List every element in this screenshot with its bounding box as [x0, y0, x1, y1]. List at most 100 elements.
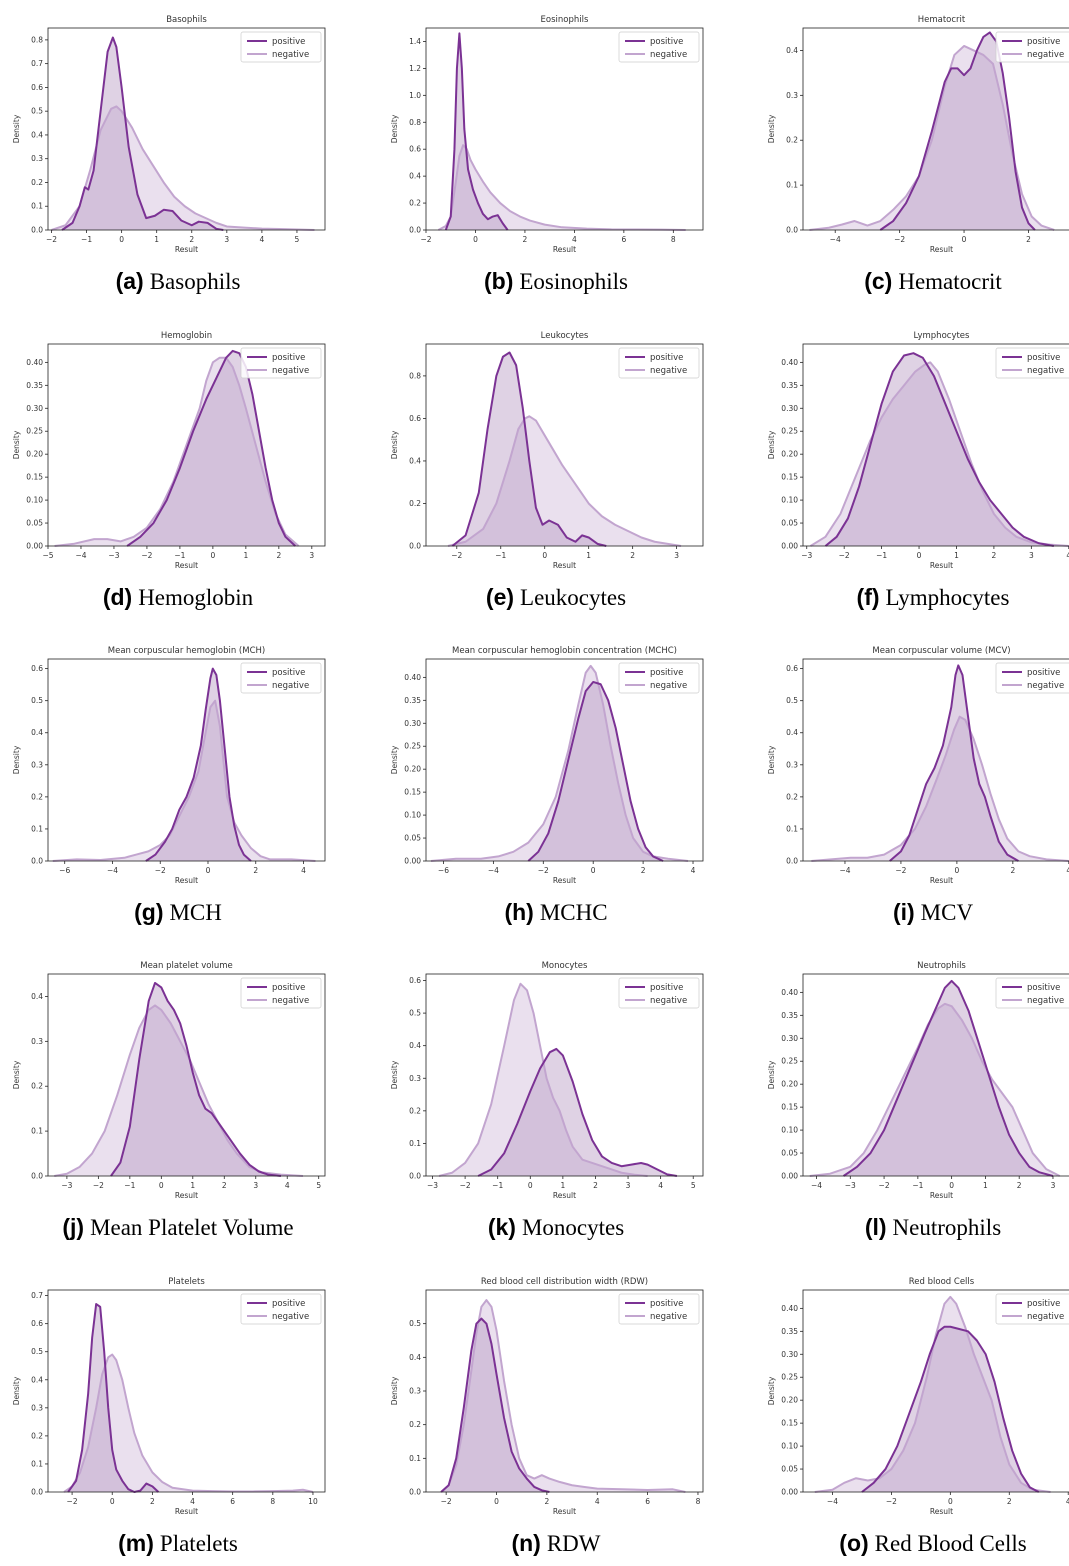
legend-label-negative: negative	[1027, 996, 1064, 1006]
y-tick-label: 0.0	[786, 857, 798, 866]
caption-name: Hemoglobin	[138, 585, 254, 610]
density-chart: Red blood Cells −4 −2 0 2 4 0.00 0.05 0.10 0.15 0.…	[767, 1277, 1069, 1516]
caption-name: Red Blood Cells	[874, 1531, 1027, 1556]
y-tick-label: 0.1	[31, 824, 43, 833]
y-tick-label: 1.2	[409, 64, 421, 73]
x-tick-label: −2	[441, 1497, 452, 1506]
x-tick-label: 1	[586, 551, 591, 560]
caption-name: Eosinophils	[519, 269, 628, 294]
x-tick-label: 2	[1017, 1181, 1022, 1190]
density-area-negative	[811, 716, 1069, 861]
density-line-positive	[126, 349, 297, 547]
density-area-negative	[814, 1296, 1051, 1492]
legend: positive negative	[995, 1293, 1069, 1325]
y-tick-label: 0.3	[31, 760, 43, 769]
chart-panel: Lymphocytes −3 −2 −1 0 1 2 3 4 0.00 0.05 0.10 0.15 0.…	[763, 320, 1069, 620]
y-axis-label: Density	[390, 1060, 399, 1089]
legend-label-negative: negative	[650, 366, 687, 376]
density-chart: Monocytes −3 −2 −1 0 1 2 3 4 5 0.0 0.1 0.2 0.3 0.4 0.5 0…	[390, 961, 704, 1200]
x-tick-label: 1	[560, 1181, 565, 1190]
axes-frame	[802, 1289, 1069, 1493]
y-tick-label: 0.10	[781, 1442, 798, 1451]
y-axis-label: Density	[767, 1376, 776, 1405]
y-axis-label: Density	[767, 745, 776, 774]
y-tick-label: 0.00	[781, 1488, 798, 1497]
caption-letter: (b)	[484, 268, 514, 294]
x-tick-label: 5	[316, 1181, 321, 1190]
x-axis-label: Result	[175, 876, 198, 885]
density-area-positive	[843, 980, 1053, 1176]
density-area-positive	[110, 982, 281, 1176]
x-tick-label: 0	[528, 1181, 533, 1190]
x-tick-label: −2	[839, 551, 850, 560]
x-tick-label: 0	[949, 1181, 954, 1190]
x-tick-label: 4	[1066, 551, 1069, 560]
legend: positive negative	[240, 347, 322, 379]
x-tick-label: −3	[427, 1181, 438, 1190]
x-tick-label: 4	[285, 1181, 290, 1190]
legend-label-negative: negative	[1027, 681, 1064, 691]
y-tick-label: 0.0	[409, 1172, 421, 1181]
density-line-positive	[889, 664, 1019, 862]
chart-title: Hematocrit	[918, 15, 966, 25]
caption-name: Basophils	[149, 269, 241, 294]
x-tick-label: 10	[308, 1497, 318, 1506]
y-axis-label: Density	[12, 430, 21, 459]
caption-name: Monocytes	[521, 1215, 625, 1240]
figure-caption: (o) Red Blood Cells	[763, 1530, 1069, 1557]
y-tick-label: 0.4	[31, 992, 43, 1001]
caption-letter: (d)	[102, 584, 133, 610]
x-tick-label: 2	[523, 235, 528, 244]
density-area-negative	[54, 1005, 303, 1176]
axes-frame	[47, 27, 326, 231]
x-tick-label: −4	[811, 1181, 822, 1190]
x-tick-label: −4	[107, 866, 118, 875]
figure-caption: (g) MCH	[8, 899, 348, 926]
legend: positive negative	[618, 662, 700, 694]
x-tick-label: −3	[61, 1181, 72, 1190]
x-tick-label: −1	[495, 551, 506, 560]
x-tick-label: 6	[645, 1497, 650, 1506]
legend-label-positive: positive	[1027, 37, 1060, 47]
x-tick-label: −1	[912, 1181, 923, 1190]
x-tick-label: −2	[538, 866, 549, 875]
x-tick-label: −3	[845, 1181, 856, 1190]
y-tick-label: 0.0	[409, 542, 421, 551]
figure-caption: (n) RDW	[386, 1530, 726, 1557]
x-tick-label: −4	[830, 235, 841, 244]
x-axis-label: Result	[930, 1507, 953, 1516]
x-tick-label: −2	[420, 235, 431, 244]
y-tick-label: 0.0	[31, 1488, 43, 1497]
density-line-positive	[842, 979, 1054, 1177]
y-axis-label: Density	[390, 114, 399, 143]
y-tick-label: 0.2	[31, 792, 43, 801]
caption-letter: (g)	[134, 899, 164, 925]
y-tick-label: 0.30	[781, 1034, 798, 1043]
density-chart: Mean corpuscular volume (MCV) −4 −2 0 2 4 0.0 0…	[767, 646, 1069, 885]
y-tick-label: 0.0	[31, 226, 43, 235]
x-tick-label: 3	[224, 235, 229, 244]
density-line-negative	[438, 982, 648, 1177]
x-tick-label: −2	[451, 551, 462, 560]
legend-label-positive: positive	[1027, 1299, 1060, 1309]
x-tick-label: 0	[917, 551, 922, 560]
legend-label-positive: positive	[272, 353, 305, 363]
density-chart: Neutrophils −4 −3 −2 −1 0 1 2 3 0.00 0.05 0.10 0.15 0…	[767, 961, 1069, 1200]
x-tick-label: 0	[159, 1181, 164, 1190]
x-tick-label: −1	[174, 551, 185, 560]
x-tick-label: 2	[641, 866, 646, 875]
x-axis-label: Result	[553, 245, 576, 254]
x-tick-label: −2	[93, 1181, 104, 1190]
y-tick-label: 0.2	[31, 178, 43, 187]
y-axis-label: Density	[767, 114, 776, 143]
y-axis-label: Density	[390, 745, 399, 774]
chart-panel: Mean corpuscular hemoglobin (MCH) −6 −4 −2 0…	[8, 635, 348, 935]
x-axis-label: Result	[175, 1191, 198, 1200]
x-axis-label: Result	[930, 1191, 953, 1200]
y-tick-label: 0.1	[409, 1139, 421, 1148]
axes-frame	[425, 343, 704, 547]
axes-frame	[802, 343, 1069, 547]
density-area-positive	[441, 1318, 550, 1492]
caption-letter: (k)	[487, 1214, 516, 1240]
chart-title: Mean corpuscular hemoglobin (MCH)	[108, 646, 265, 656]
